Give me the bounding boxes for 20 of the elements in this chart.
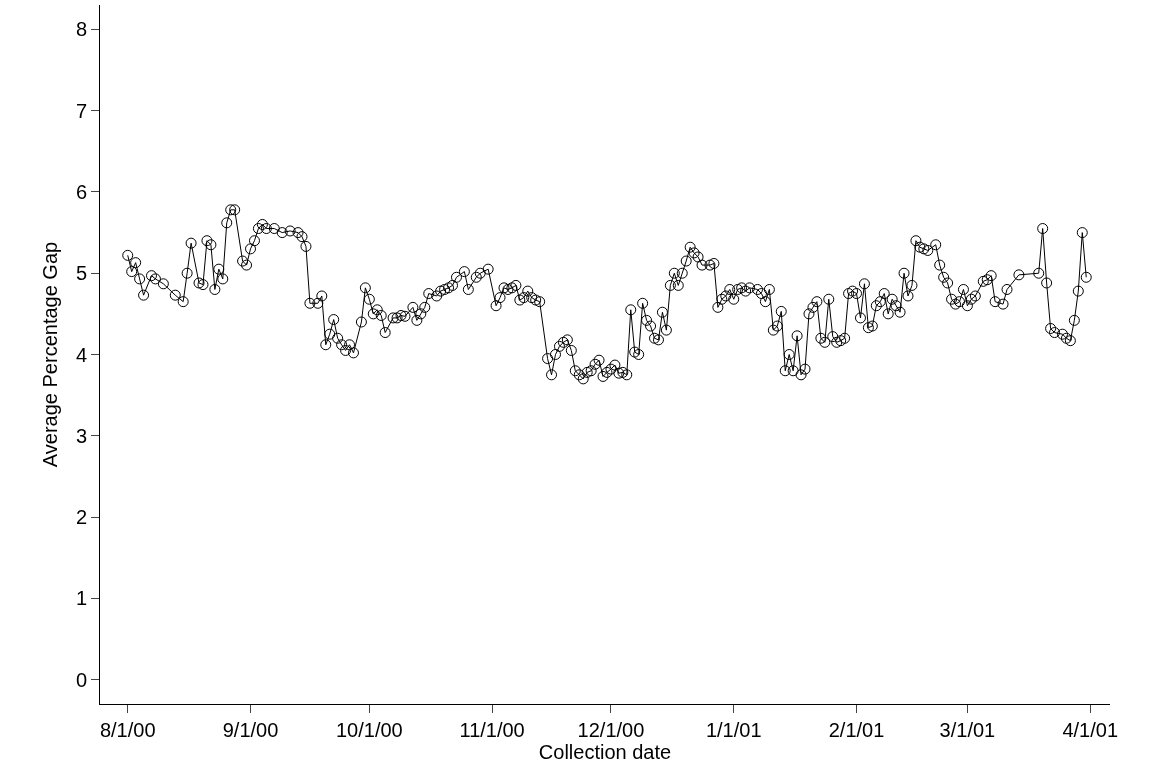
x-tick-label: 3/1/01 (939, 719, 996, 741)
y-tick-label: 5 (75, 262, 87, 285)
y-tick-label: 7 (75, 99, 87, 122)
y-tick-label: 6 (75, 180, 87, 203)
x-axis-title: Collection date (538, 741, 672, 763)
y-axis-title: Average Percentage Gap (39, 241, 62, 468)
x-tick-label: 1/1/01 (705, 719, 762, 741)
y-tick-label: 0 (75, 668, 87, 691)
x-tick-label: 4/1/01 (1062, 719, 1118, 741)
y-tick-label: 4 (75, 343, 87, 366)
x-tick-label: 11/1/00 (459, 719, 525, 741)
x-tick-label: 9/1/00 (222, 719, 279, 741)
x-tick-label: 2/1/01 (828, 719, 885, 741)
x-tick-label: 12/1/00 (577, 719, 645, 741)
y-tick-label: 1 (75, 587, 87, 610)
y-tick-label: 8 (75, 18, 87, 41)
x-tick-label: 10/1/00 (335, 719, 403, 741)
x-tick-label: 8/1/00 (99, 719, 156, 741)
y-tick-label: 3 (75, 424, 87, 447)
y-tick-label: 2 (75, 506, 87, 529)
